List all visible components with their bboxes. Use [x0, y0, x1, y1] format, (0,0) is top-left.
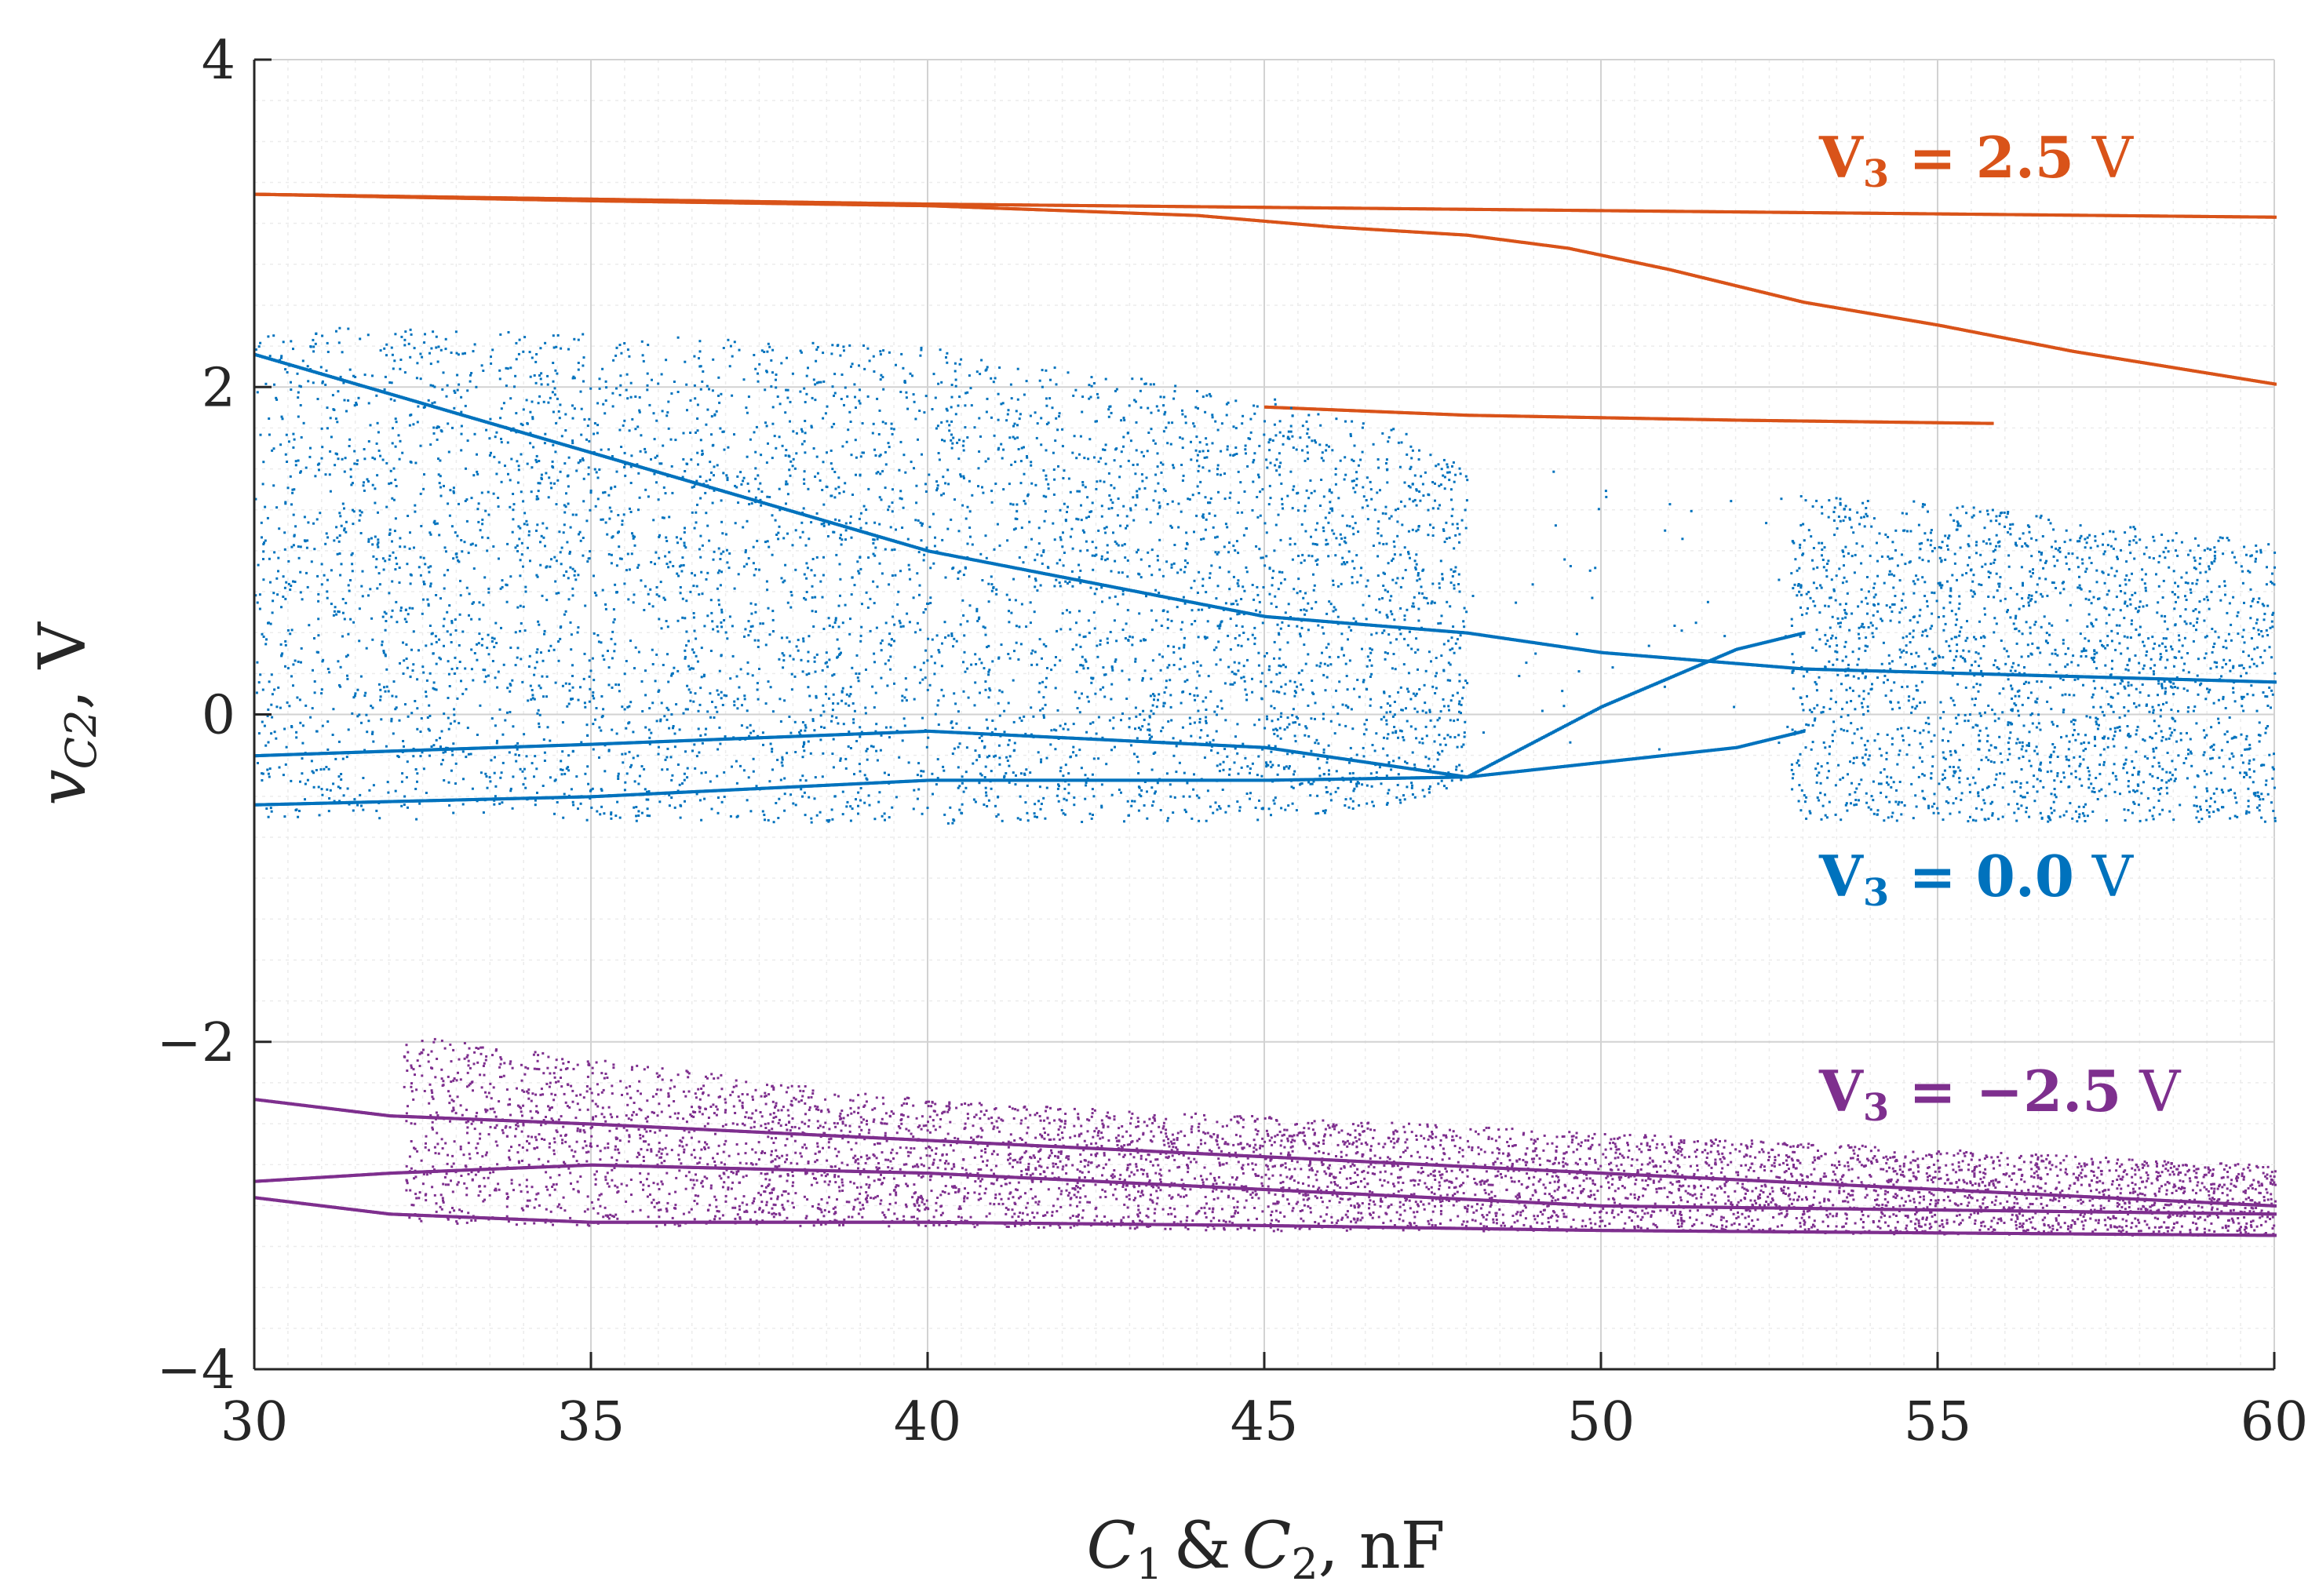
- data-layer: [254, 192, 2277, 1237]
- series-1-scatter-cloud: [254, 326, 2277, 825]
- x-tick-label: 30: [221, 1391, 289, 1453]
- series-1: [254, 326, 2277, 825]
- series-1-branch-0: [254, 353, 2277, 684]
- series-0-branch-1: [254, 192, 2277, 386]
- series-2: [254, 1037, 2277, 1237]
- series-2-scatter-cloud: [403, 1037, 2277, 1237]
- series-0-branch-2: [1264, 405, 1994, 425]
- x-tick-label: 50: [1567, 1391, 1635, 1453]
- x-tick-label: 55: [1904, 1391, 1972, 1453]
- series-1-branch-1: [254, 729, 1806, 779]
- series-label-v3-2.5: V3 = 2.5 V: [1818, 124, 2135, 196]
- x-tick-label: 40: [894, 1391, 962, 1453]
- y-tick-label: 2: [202, 357, 235, 419]
- axes: 30 35 40 45 50 55 60 −4 −2 0 2 4: [157, 30, 2309, 1453]
- y-axis-label: vC2, V: [26, 621, 106, 806]
- series-label-v3-neg2.5: V3 = −2.5 V: [1818, 1058, 2182, 1130]
- y-tick-label: −4: [157, 1339, 235, 1401]
- x-tick-label: 35: [557, 1391, 625, 1453]
- x-axis-label: C1 & C2, nF: [1086, 1509, 1445, 1589]
- y-tick-label: 0: [202, 685, 235, 747]
- x-tick-label: 45: [1231, 1391, 1299, 1453]
- x-tick-label: 60: [2241, 1391, 2309, 1453]
- series-0-branch-0: [254, 192, 2277, 219]
- series-1-branch-2: [254, 631, 1806, 807]
- series-label-v3-0.0: V3 = 0.0 V: [1818, 843, 2135, 915]
- y-tick-label: −2: [157, 1012, 235, 1074]
- series-0: [254, 192, 2277, 425]
- series-2-branch-2: [254, 1196, 2277, 1237]
- series-2-branch-1: [254, 1163, 2277, 1216]
- y-tick-label: 4: [202, 30, 235, 92]
- series-2-branch-0: [254, 1098, 2277, 1208]
